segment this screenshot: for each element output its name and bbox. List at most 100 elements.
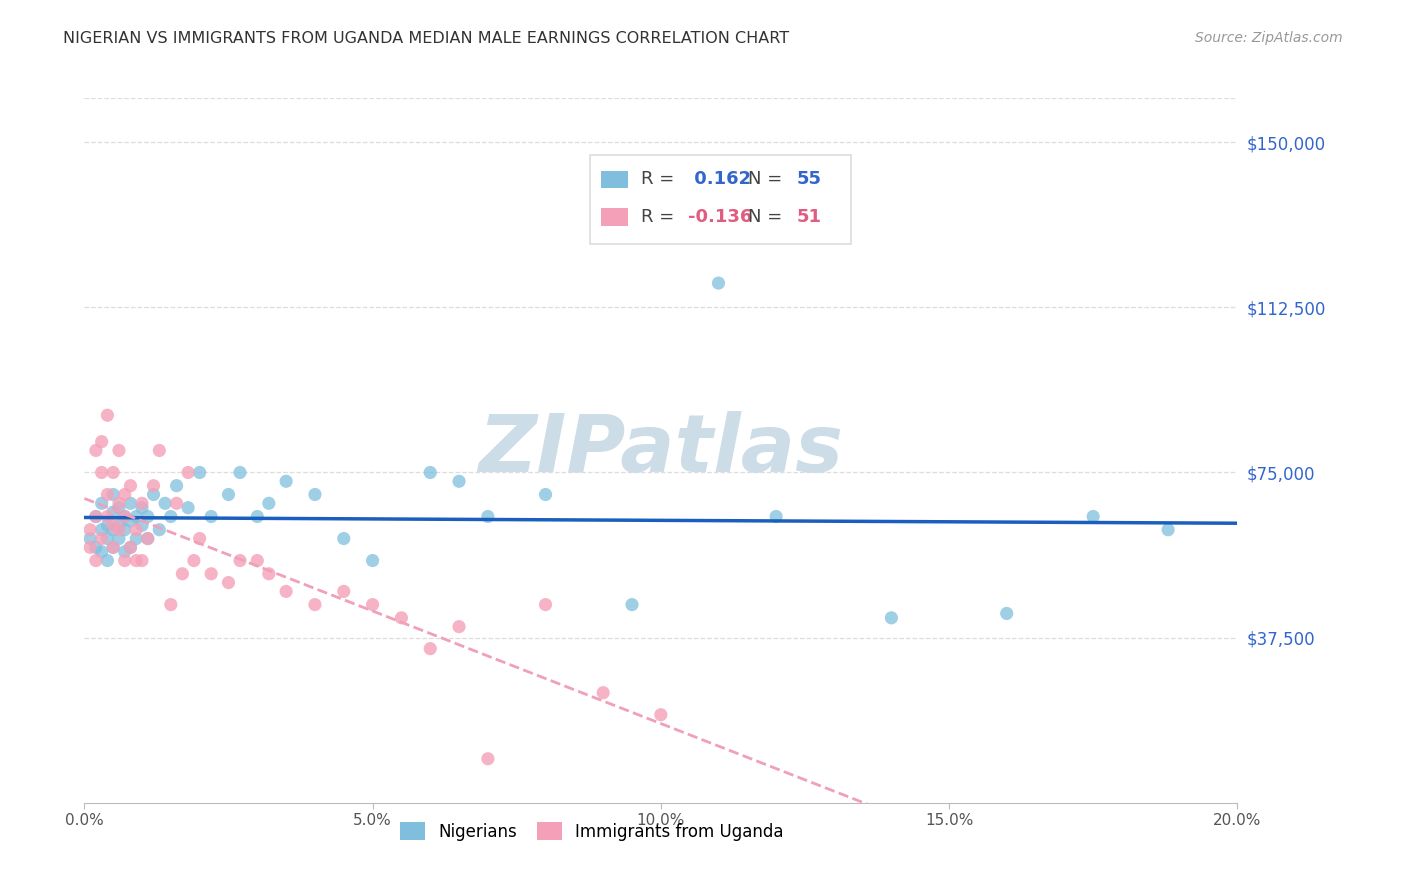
Point	[96, 409, 118, 423]
Legend: Nigerians, Immigrants from Uganda: Nigerians, Immigrants from Uganda	[394, 816, 790, 847]
Point	[103, 541, 124, 555]
Point	[108, 496, 131, 510]
Point	[90, 523, 112, 537]
Point	[120, 478, 142, 492]
Point	[114, 523, 136, 537]
Point	[361, 598, 384, 612]
Point	[84, 509, 107, 524]
Point	[103, 505, 124, 519]
Point	[160, 598, 183, 612]
Point	[96, 518, 118, 533]
Point	[108, 518, 131, 533]
Point	[108, 532, 131, 546]
Point	[96, 487, 118, 501]
Point	[96, 553, 118, 567]
Point	[188, 532, 211, 546]
Point	[103, 523, 124, 537]
Point	[84, 553, 107, 567]
Point	[419, 466, 441, 480]
Text: N =: N =	[748, 170, 787, 188]
Point	[449, 619, 471, 633]
Point	[650, 707, 672, 722]
Point	[246, 553, 269, 567]
Point	[229, 466, 252, 480]
Point	[534, 487, 557, 501]
Point	[449, 475, 471, 489]
Text: R =: R =	[641, 208, 681, 226]
Point	[160, 509, 183, 524]
Point	[200, 509, 222, 524]
Point	[136, 509, 159, 524]
Point	[333, 532, 356, 546]
Point	[229, 553, 252, 567]
Point	[177, 466, 200, 480]
Point	[114, 509, 136, 524]
Point	[79, 523, 101, 537]
Text: 0.162: 0.162	[688, 170, 751, 188]
Point	[136, 532, 159, 546]
Point	[592, 686, 614, 700]
Point	[114, 553, 136, 567]
Point	[172, 566, 194, 581]
Point	[120, 541, 142, 555]
Point	[621, 598, 644, 612]
Point	[148, 523, 170, 537]
Point	[707, 276, 730, 290]
Point	[114, 545, 136, 559]
Point	[218, 575, 240, 590]
Point	[534, 598, 557, 612]
Point	[477, 752, 499, 766]
Point	[1157, 523, 1180, 537]
Point	[120, 514, 142, 528]
Point	[90, 496, 112, 510]
Point	[108, 500, 131, 515]
Point	[125, 523, 148, 537]
Point	[125, 509, 148, 524]
Point	[84, 509, 107, 524]
Point	[304, 487, 326, 501]
Point	[333, 584, 356, 599]
Point	[166, 496, 188, 510]
Point	[153, 496, 176, 510]
Point	[108, 443, 131, 458]
Point	[90, 466, 112, 480]
Point	[391, 611, 413, 625]
Point	[103, 518, 124, 533]
Point	[103, 541, 124, 555]
Point	[103, 466, 124, 480]
Text: ZIPatlas: ZIPatlas	[478, 411, 844, 490]
Point	[108, 523, 131, 537]
Point	[148, 443, 170, 458]
Point	[96, 509, 118, 524]
Text: 51: 51	[797, 208, 823, 226]
Point	[84, 443, 107, 458]
Text: N =: N =	[748, 208, 787, 226]
Point	[96, 532, 118, 546]
Point	[1083, 509, 1105, 524]
Point	[84, 541, 107, 555]
Point	[765, 509, 787, 524]
Point	[131, 500, 153, 515]
Point	[218, 487, 240, 501]
Text: R =: R =	[641, 170, 681, 188]
Point	[120, 496, 142, 510]
Point	[995, 607, 1018, 621]
Point	[177, 500, 200, 515]
Point	[419, 641, 441, 656]
Point	[142, 478, 165, 492]
Text: 55: 55	[797, 170, 823, 188]
Point	[276, 475, 298, 489]
Point	[304, 598, 326, 612]
Point	[90, 434, 112, 449]
Point	[90, 545, 112, 559]
Point	[200, 566, 222, 581]
Point	[114, 509, 136, 524]
Point	[361, 553, 384, 567]
Point	[477, 509, 499, 524]
Point	[103, 487, 124, 501]
Point	[880, 611, 903, 625]
Point	[276, 584, 298, 599]
Text: Source: ZipAtlas.com: Source: ZipAtlas.com	[1195, 31, 1343, 45]
Point	[188, 466, 211, 480]
Point	[136, 532, 159, 546]
